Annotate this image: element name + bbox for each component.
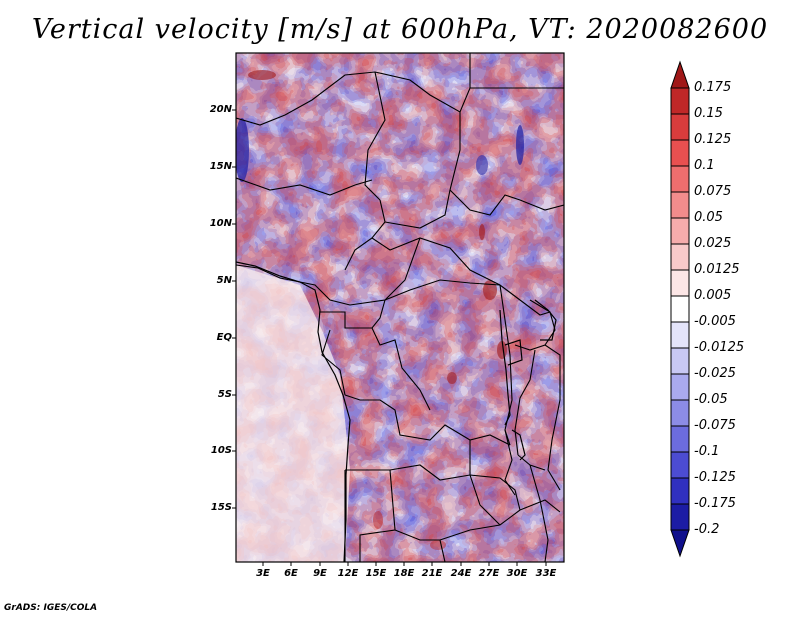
lat-label: 10N — [209, 218, 232, 229]
colorbar-bin — [670, 321, 690, 349]
colorbar-bin — [670, 503, 690, 531]
strong-downdraft-feature — [236, 118, 249, 182]
colorbar-label: 0.125 — [694, 132, 732, 147]
colorbar-bin — [670, 295, 690, 323]
lat-label: 5S — [217, 389, 232, 400]
lon-label: 30E — [506, 568, 528, 579]
colorbar-bin — [670, 451, 690, 479]
coastline — [236, 261, 557, 562]
colorbar-bin — [670, 87, 690, 115]
lat-label: EQ — [216, 332, 232, 343]
colorbar-label: -0.005 — [694, 314, 736, 329]
colorbar-bin — [670, 217, 690, 245]
colorbar-bin — [670, 113, 690, 141]
lon-label: 18E — [393, 568, 415, 579]
country-borders — [236, 53, 564, 562]
colorbar-label: -0.175 — [694, 496, 736, 511]
lon-label: 6E — [284, 568, 298, 579]
plot-frame — [235, 52, 565, 563]
colorbar-top-arrow — [670, 60, 690, 89]
colorbar-bin — [670, 477, 690, 505]
lon-label: 21E — [421, 568, 443, 579]
map-title: Vertical velocity [m/s] at 600hPa, VT: 2… — [31, 14, 769, 45]
colorbar-label: -0.05 — [694, 392, 728, 407]
colorbar-label: -0.1 — [694, 444, 720, 459]
lon-label: 27E — [478, 568, 500, 579]
colorbar-label: 0.05 — [694, 210, 723, 225]
lat-label: 20N — [209, 104, 232, 115]
colorbar — [670, 60, 690, 558]
colorbar-bin — [670, 399, 690, 427]
lon-label: 9E — [313, 568, 327, 579]
lon-label: 33E — [535, 568, 557, 579]
axis-ticks — [232, 109, 547, 566]
colorbar-bin — [670, 373, 690, 401]
colorbar-label: -0.0125 — [694, 340, 745, 355]
colorbar-label: 0.025 — [694, 236, 732, 251]
colorbar-label: 0.15 — [694, 106, 723, 121]
colorbar-bin — [670, 425, 690, 453]
colorbar-bottom-arrow — [670, 529, 690, 558]
lat-label: 15N — [209, 161, 232, 172]
colorbar-label: 0.0125 — [694, 262, 740, 277]
colorbar-bin — [670, 191, 690, 219]
colorbar-label: 0.175 — [694, 80, 732, 95]
colorbar-label: -0.2 — [694, 522, 720, 537]
colorbar-label: 0.005 — [694, 288, 732, 303]
colorbar-label: -0.075 — [694, 418, 736, 433]
colorbar-bin — [670, 139, 690, 167]
lon-label: 15E — [365, 568, 387, 579]
lat-label: 5N — [216, 275, 232, 286]
colorbar-bin — [670, 165, 690, 193]
colorbar-label: 0.1 — [694, 158, 715, 173]
lon-label: 24E — [450, 568, 472, 579]
lon-label: 12E — [337, 568, 359, 579]
colorbar-label: 0.075 — [694, 184, 732, 199]
colorbar-bin — [670, 347, 690, 375]
strong-updraft-feature — [248, 70, 276, 80]
lon-label: 3E — [256, 568, 270, 579]
lat-label: 15S — [210, 502, 232, 513]
field-shading — [236, 53, 564, 562]
colorbar-label: -0.025 — [694, 366, 736, 381]
lat-label: 10S — [210, 445, 232, 456]
colorbar-label: -0.125 — [694, 470, 736, 485]
colorbar-bin — [670, 243, 690, 271]
colorbar-bin — [670, 269, 690, 297]
grads-footer: GrADS: IGES/COLA — [4, 603, 98, 613]
